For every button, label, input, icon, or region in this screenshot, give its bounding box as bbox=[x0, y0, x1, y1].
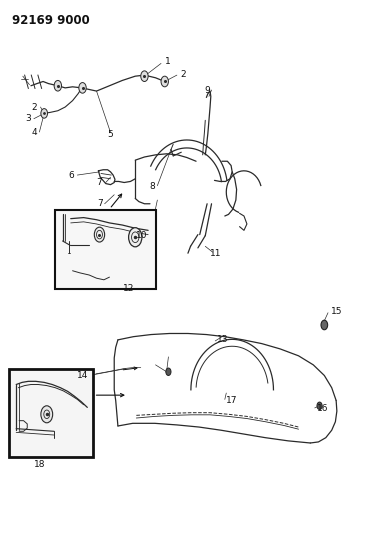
Circle shape bbox=[41, 109, 47, 118]
Text: 12: 12 bbox=[123, 284, 135, 293]
Circle shape bbox=[94, 227, 105, 242]
Text: 7: 7 bbox=[96, 178, 102, 187]
Text: 7: 7 bbox=[97, 199, 103, 208]
Text: 1: 1 bbox=[165, 58, 171, 66]
Circle shape bbox=[161, 76, 168, 87]
Text: 17: 17 bbox=[226, 396, 238, 405]
Text: 15: 15 bbox=[331, 307, 342, 316]
Circle shape bbox=[41, 406, 53, 423]
Bar bbox=[55, 210, 155, 289]
Text: 14: 14 bbox=[77, 371, 88, 380]
Text: 11: 11 bbox=[210, 249, 222, 258]
Text: 5: 5 bbox=[108, 130, 114, 139]
Text: 16: 16 bbox=[317, 405, 329, 414]
Text: 3: 3 bbox=[25, 114, 31, 123]
Text: 9: 9 bbox=[204, 85, 210, 94]
Text: 92169 9000: 92169 9000 bbox=[12, 14, 90, 27]
Text: 2: 2 bbox=[181, 70, 186, 78]
Text: 4: 4 bbox=[31, 128, 37, 137]
Circle shape bbox=[141, 71, 148, 82]
Circle shape bbox=[79, 83, 86, 93]
Circle shape bbox=[317, 402, 322, 409]
Circle shape bbox=[129, 228, 142, 247]
Text: 6: 6 bbox=[68, 171, 74, 180]
Circle shape bbox=[54, 80, 61, 91]
Text: 10: 10 bbox=[136, 231, 147, 240]
Text: 13: 13 bbox=[218, 335, 229, 344]
Circle shape bbox=[321, 320, 328, 330]
Text: 18: 18 bbox=[34, 460, 45, 469]
Text: 8: 8 bbox=[149, 182, 155, 191]
Circle shape bbox=[166, 368, 171, 375]
Bar bbox=[9, 369, 93, 457]
Text: 2: 2 bbox=[31, 102, 37, 111]
